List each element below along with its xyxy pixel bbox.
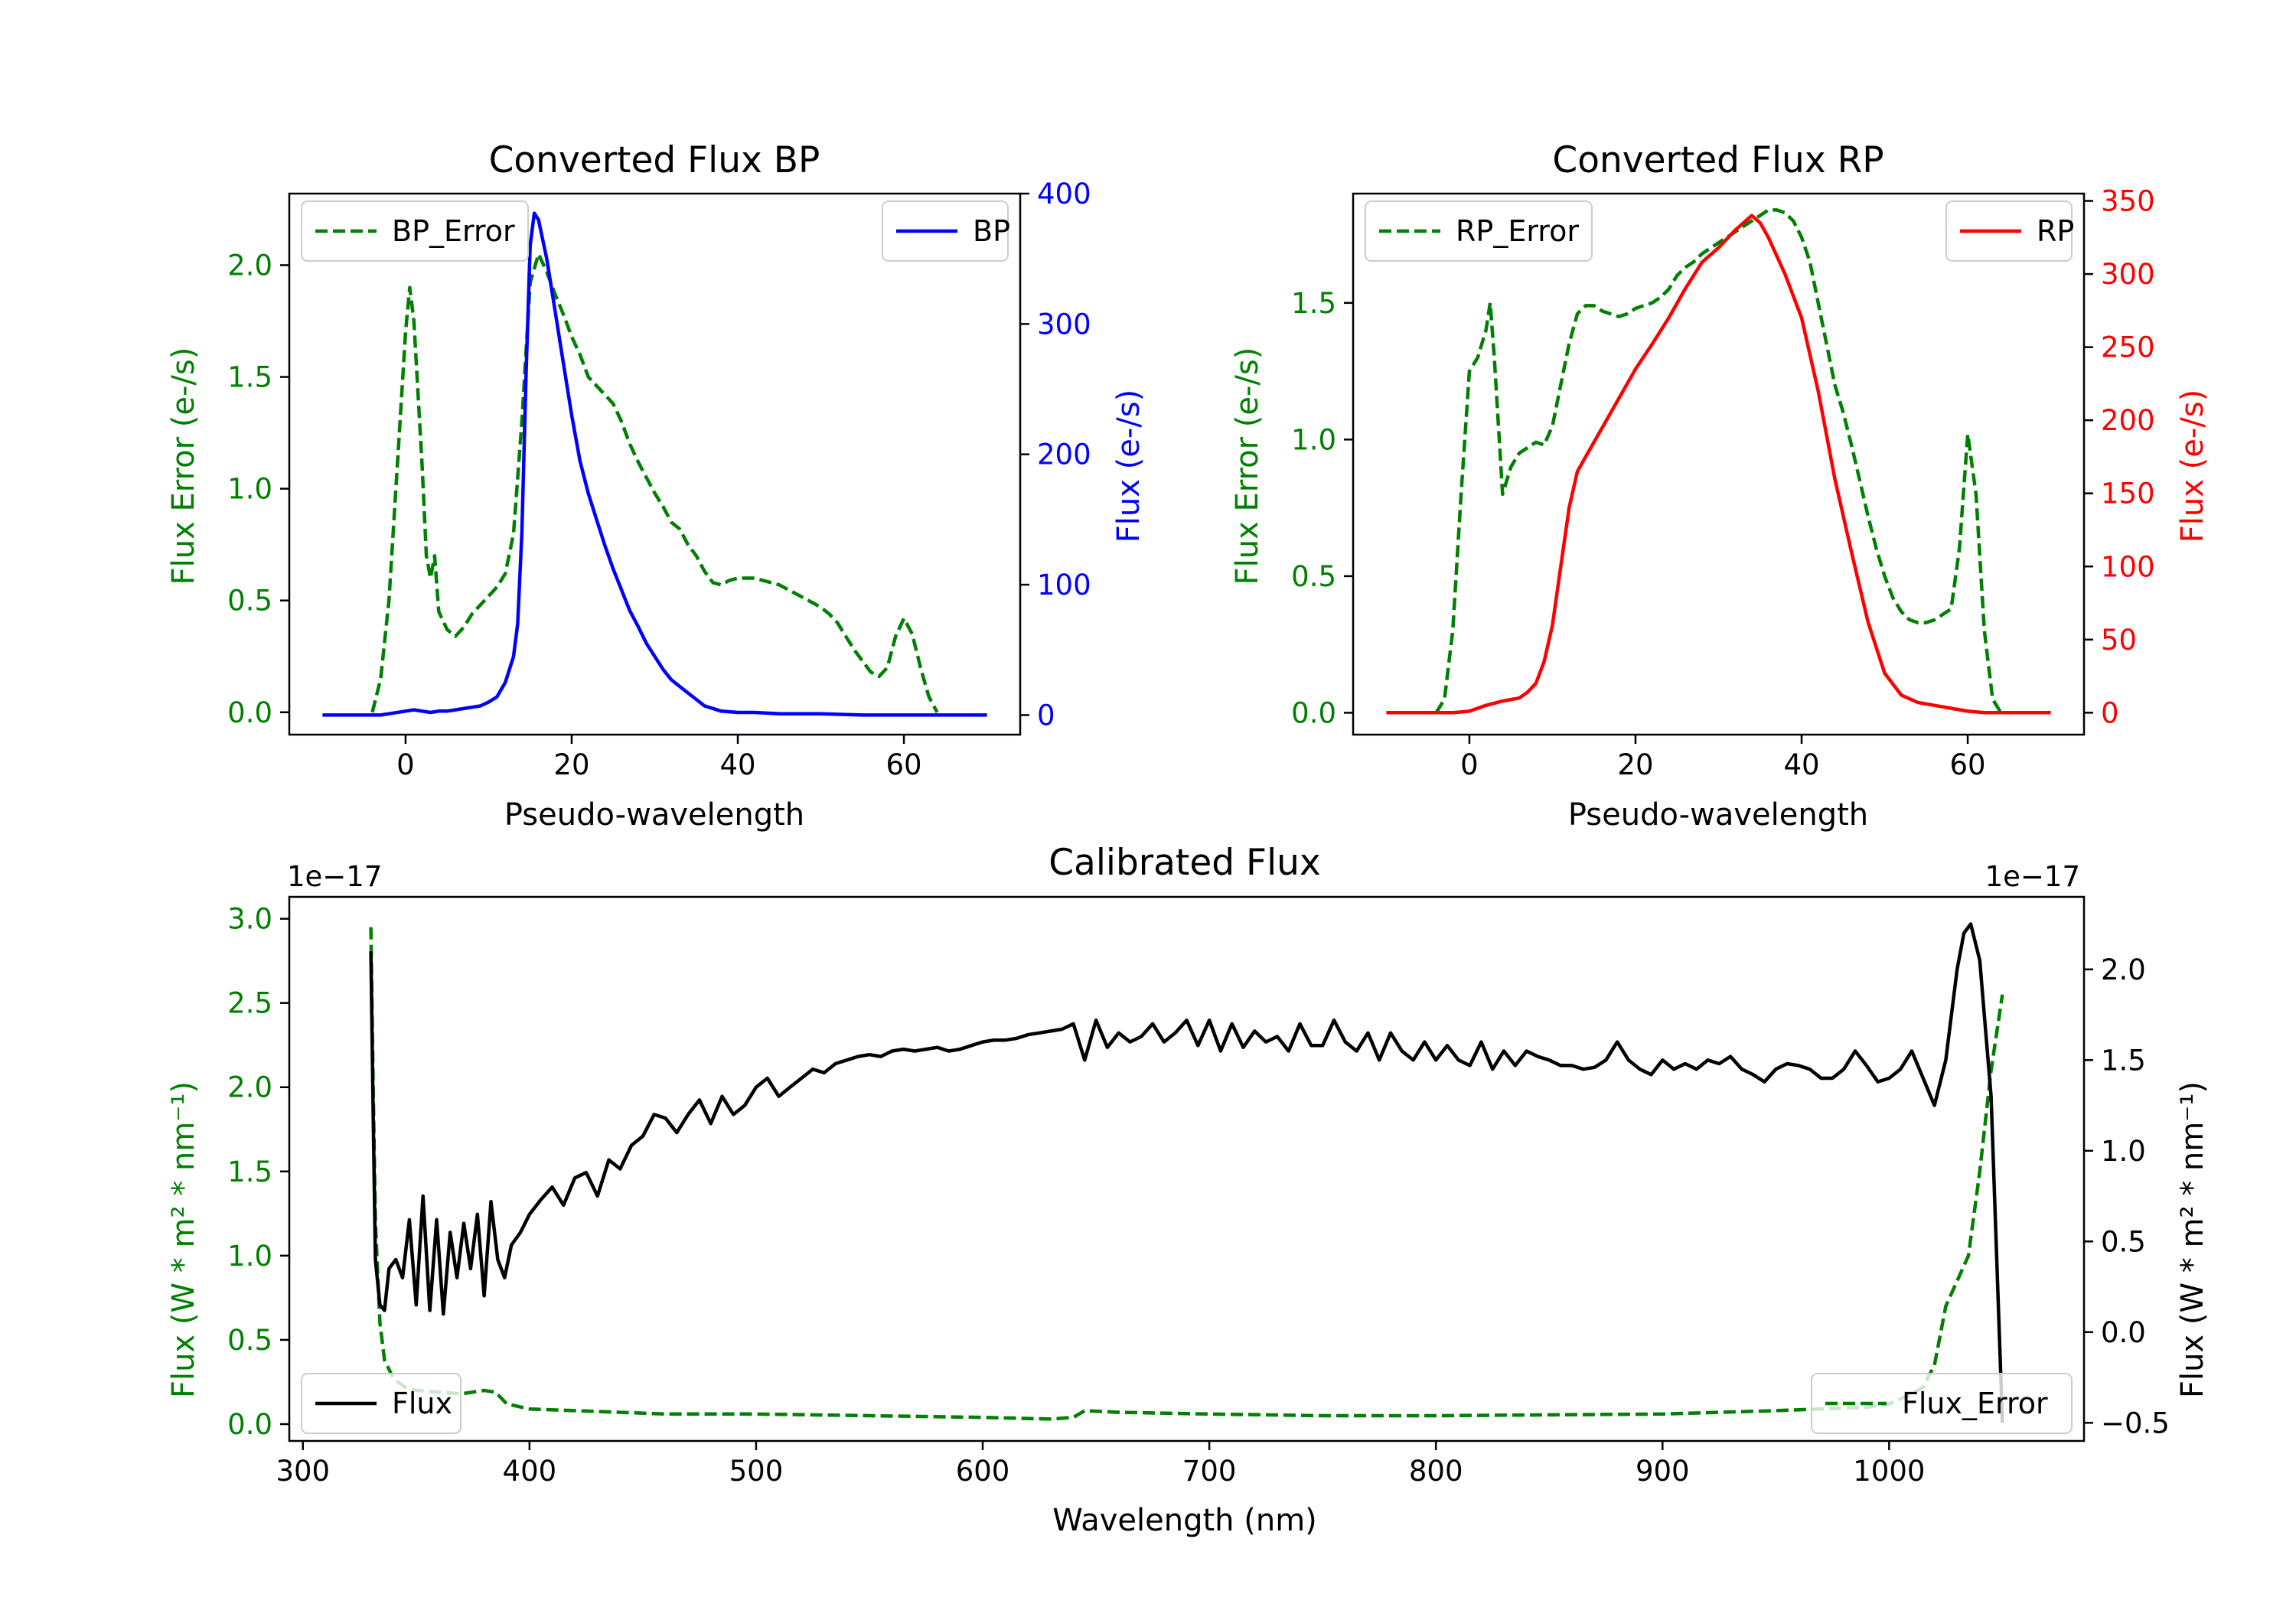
rp-series-rp-error	[1434, 208, 2003, 714]
cal-legend-left	[301, 1373, 461, 1434]
bp-legend-label-right: BP	[973, 214, 1010, 248]
cal-legend-label-right: Flux_Error	[1902, 1387, 2048, 1420]
cal-plot-area: 300 400 500 600 700 800 900 1000 0.0 0.5 1.0 1.5 2.0…	[227, 895, 2170, 1488]
bp-series-bp-error	[370, 252, 939, 713]
rp-ytick-label-right: 300	[2101, 258, 2155, 291]
rp-title: Converted Flux RP	[1552, 139, 1883, 181]
rp-ytick-label-left: 1.0	[1291, 423, 1336, 456]
cal-title: Calibrated Flux	[1049, 842, 1321, 884]
panel-bp: Converted Flux BP Pseudo-wavelength Flux…	[166, 139, 1146, 833]
bp-series-bp	[322, 211, 987, 717]
cal-ylabel-right: Flux (W * m² * nm⁻¹)	[2175, 1081, 2210, 1398]
bp-ytick-label-left: 1.0	[227, 473, 272, 506]
bp-ytick-label-left: 0.5	[227, 585, 272, 618]
bp-legend-left	[301, 200, 529, 262]
cal-axes-frame	[288, 895, 2086, 1442]
rp-ytick-label-left: 0.0	[1291, 696, 1336, 729]
rp-ytick-label-right: 50	[2101, 624, 2137, 657]
bp-axes-frame	[288, 192, 1022, 736]
bp-xtick-label: 0	[396, 748, 415, 781]
cal-ytick-label-right: 0.5	[2101, 1225, 2146, 1258]
cal-ytick-label-left: 2.0	[227, 1071, 272, 1104]
cal-legend-right	[1811, 1373, 2073, 1434]
bp-xtick-label: 40	[719, 748, 755, 781]
cal-ytick-label-left: 0.5	[227, 1324, 272, 1357]
cal-ytick-label-left: 1.5	[227, 1156, 272, 1188]
cal-ytick-label-right: 0.0	[2101, 1316, 2146, 1349]
bp-ylabel-left: Flux Error (e-/s)	[166, 347, 201, 585]
rp-ytick-label-right: 100	[2101, 550, 2155, 583]
cal-xtick-label: 800	[1409, 1455, 1463, 1488]
cal-xlabel: Wavelength (nm)	[1052, 1503, 1317, 1538]
bp-ytick-label-right: 100	[1037, 569, 1091, 601]
rp-ylabel-right: Flux (e-/s)	[2175, 390, 2210, 543]
cal-ytick-label-left: 0.0	[227, 1408, 272, 1441]
rp-ytick-label-right: 0	[2101, 696, 2119, 729]
panel-calibrated: Calibrated Flux Wavelength (nm) Flux (W …	[166, 842, 2210, 1538]
bp-xtick-label: 20	[553, 748, 589, 781]
cal-xtick-label: 600	[956, 1455, 1010, 1488]
cal-series-flux	[369, 922, 2004, 1423]
cal-ytick-label-left: 1.0	[227, 1240, 272, 1273]
cal-series-flux-error	[369, 927, 2004, 1421]
cal-xtick-label: 700	[1182, 1455, 1237, 1488]
rp-xtick-label: 60	[1950, 748, 1986, 781]
rp-ytick-label-left: 0.5	[1291, 560, 1336, 593]
rp-xtick-label: 0	[1460, 748, 1479, 781]
bp-ytick-label-right: 400	[1037, 178, 1091, 210]
rp-legend-left	[1365, 200, 1593, 262]
cal-xtick-label: 300	[276, 1455, 330, 1488]
cal-ytick-label-right: 2.0	[2101, 953, 2146, 986]
cal-ytick-label-right: −0.5	[2101, 1407, 2170, 1439]
bp-ytick-label-left: 1.5	[227, 361, 272, 394]
cal-ytick-label-left: 3.0	[227, 903, 272, 936]
bp-ytick-label-right: 300	[1037, 308, 1091, 341]
bp-ytick-label-right: 200	[1037, 438, 1091, 471]
rp-ytick-label-right: 250	[2101, 331, 2155, 364]
cal-xtick-label: 1000	[1853, 1455, 1925, 1488]
rp-ytick-label-right: 350	[2101, 185, 2155, 218]
rp-xtick-label: 20	[1617, 748, 1653, 781]
cal-ytick-label-right: 1.0	[2101, 1135, 2146, 1168]
cal-ylabel-left: Flux (W * m² * nm⁻¹)	[166, 1081, 201, 1398]
cal-xtick-label: 900	[1636, 1455, 1690, 1488]
cal-ytick-label-left: 2.5	[227, 987, 272, 1020]
cal-legend-label-left: Flux	[392, 1387, 452, 1420]
rp-legend-label-right: RP	[2037, 214, 2074, 248]
bp-title: Converted Flux BP	[489, 139, 820, 181]
rp-series-rp	[1386, 214, 2051, 715]
rp-ytick-label-right: 200	[2101, 404, 2155, 437]
cal-ytick-label-right: 1.5	[2101, 1044, 2146, 1077]
rp-legend-label-left: RP_Error	[1456, 214, 1579, 248]
rp-xlabel: Pseudo-wavelength	[1568, 797, 1868, 833]
cal-offset-left: 1e−17	[287, 860, 382, 893]
bp-plot-area: 0 20 40 60 0.0 0.5 1.0 1.5 2.0 0 100 200 300 400 BP_Er…	[227, 178, 1091, 781]
rp-ytick-label-right: 150	[2101, 478, 2155, 510]
bp-ytick-label-right: 0	[1037, 699, 1055, 732]
rp-ytick-label-left: 1.5	[1291, 287, 1336, 320]
cal-xtick-label: 400	[503, 1455, 557, 1488]
rp-xtick-label: 40	[1783, 748, 1819, 781]
cal-offset-right: 1e−17	[1985, 860, 2080, 893]
cal-xtick-label: 500	[729, 1455, 784, 1488]
bp-legend-label-left: BP_Error	[392, 214, 515, 248]
rp-axes-frame	[1352, 192, 2086, 736]
bp-ytick-label-left: 2.0	[227, 249, 272, 282]
panel-rp: Converted Flux RP Pseudo-wavelength Flux…	[1230, 139, 2210, 833]
rp-plot-area: 0 20 40 60 0.0 0.5 1.0 1.5 0 50 100 150 200 250 300 350…	[1291, 185, 2154, 781]
bp-ytick-label-left: 0.0	[227, 696, 272, 729]
bp-xlabel: Pseudo-wavelength	[504, 797, 804, 833]
rp-ylabel-left: Flux Error (e-/s)	[1230, 347, 1265, 585]
bp-xtick-label: 60	[886, 748, 922, 781]
bp-ylabel-right: Flux (e-/s)	[1111, 390, 1146, 543]
